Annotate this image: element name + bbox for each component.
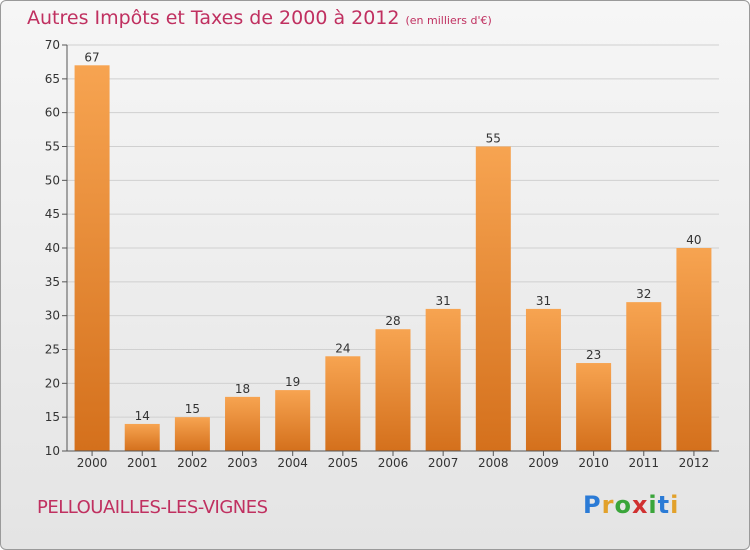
y-tick-label: 15	[45, 410, 60, 424]
town-name: PELLOUAILLES-LES-VIGNES	[37, 497, 268, 518]
data-label-2001: 14	[135, 409, 150, 423]
x-tick-label-2004: 2004	[277, 456, 308, 470]
x-tick-label-2010: 2010	[578, 456, 609, 470]
data-label-2011: 32	[636, 287, 651, 301]
x-tick-label-2012: 2012	[679, 456, 710, 470]
data-label-2010: 23	[586, 348, 601, 362]
logo-letter: i	[670, 491, 680, 519]
x-tick-label-2001: 2001	[127, 456, 158, 470]
x-tick-label-2008: 2008	[478, 456, 509, 470]
bar-2010	[576, 363, 612, 451]
y-tick-label: 55	[45, 140, 60, 154]
y-tick-label: 45	[45, 207, 60, 221]
bar-2012	[676, 248, 712, 451]
bar-2011	[626, 302, 662, 451]
bar-2003	[225, 396, 261, 451]
y-tick-label: 40	[45, 241, 60, 255]
data-label-2003: 18	[235, 382, 250, 396]
x-tick-label-2000: 2000	[77, 456, 108, 470]
bar-2009	[525, 308, 561, 451]
proxiti-logo: Proxiti	[583, 491, 679, 519]
bar-2005	[325, 356, 361, 451]
y-tick-label: 60	[45, 106, 60, 120]
logo-letter: o	[614, 491, 632, 519]
data-label-2002: 15	[185, 402, 200, 416]
y-tick-label: 70	[45, 38, 60, 52]
bar-2002	[174, 417, 210, 451]
bar-2008	[475, 146, 511, 451]
y-tick-label: 25	[45, 343, 60, 357]
bar-2001	[124, 423, 160, 451]
data-label-2005: 24	[335, 341, 350, 355]
bar-2006	[375, 329, 411, 451]
x-tick-label-2002: 2002	[177, 456, 208, 470]
logo-letter: t	[657, 491, 671, 519]
x-tick-label-2005: 2005	[328, 456, 359, 470]
chart-title-text: Autres Impôts et Taxes de 2000 à 2012	[27, 7, 400, 29]
y-tick-label: 50	[45, 173, 60, 187]
data-label-2000: 67	[84, 50, 99, 64]
data-label-2006: 28	[385, 314, 400, 328]
data-label-2004: 19	[285, 375, 300, 389]
logo-letter: r	[601, 491, 615, 519]
data-label-2007: 31	[436, 294, 451, 308]
x-tick-label-2003: 2003	[227, 456, 258, 470]
data-label-2012: 40	[686, 233, 701, 247]
unit-label: (en milliers d'€)	[405, 14, 492, 27]
y-tick-label: 10	[45, 444, 60, 458]
bar-2004	[275, 390, 311, 451]
data-label-2009: 31	[536, 294, 551, 308]
logo-letter: i	[648, 491, 658, 519]
x-tick-label-2011: 2011	[628, 456, 659, 470]
logo-letter: x	[631, 491, 649, 519]
y-tick-label: 65	[45, 72, 60, 86]
y-tick-label: 30	[45, 309, 60, 323]
bar-chart: 67 14 15 18 19 24 28 31 55 31 23 32 40 10 15 20 25 30 35 4…	[45, 38, 719, 470]
bar-2000	[74, 65, 110, 452]
bar-2007	[425, 308, 461, 451]
x-tick-label-2006: 2006	[378, 456, 409, 470]
data-label-2008: 55	[486, 132, 501, 146]
logo-letter: P	[583, 491, 602, 519]
x-tick-label-2007: 2007	[428, 456, 459, 470]
y-tick-label: 20	[45, 376, 60, 390]
x-tick-label-2009: 2009	[528, 456, 559, 470]
y-tick-label: 35	[45, 275, 60, 289]
chart-title: Autres Impôts et Taxes de 2000 à 2012 (en…	[27, 7, 492, 29]
